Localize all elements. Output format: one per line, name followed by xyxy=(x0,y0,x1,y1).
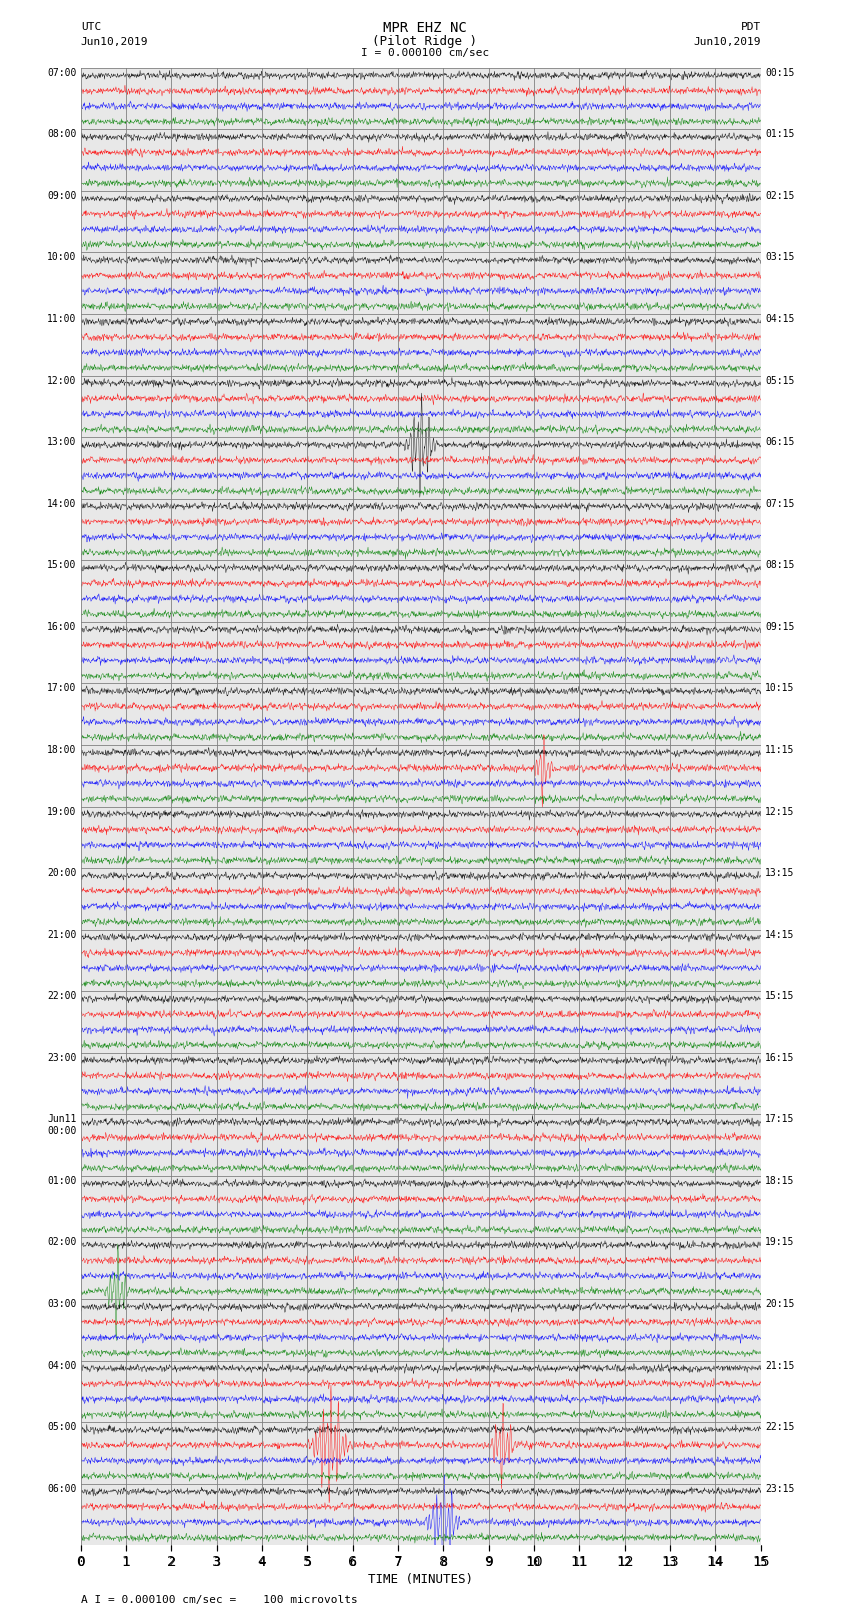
Text: 02:15: 02:15 xyxy=(765,190,795,202)
Text: I = 0.000100 cm/sec: I = 0.000100 cm/sec xyxy=(361,48,489,58)
Text: Jun11
00:00: Jun11 00:00 xyxy=(47,1115,76,1136)
Text: 04:15: 04:15 xyxy=(765,315,795,324)
Text: 09:00: 09:00 xyxy=(47,190,76,202)
Text: 11:15: 11:15 xyxy=(765,745,795,755)
Text: Jun10,2019: Jun10,2019 xyxy=(694,37,761,47)
Text: 03:00: 03:00 xyxy=(47,1298,76,1310)
Text: 17:15: 17:15 xyxy=(765,1115,795,1124)
Text: 18:15: 18:15 xyxy=(765,1176,795,1186)
Text: 15:00: 15:00 xyxy=(47,560,76,571)
Text: 17:00: 17:00 xyxy=(47,684,76,694)
Text: 04:00: 04:00 xyxy=(47,1361,76,1371)
Text: 15:15: 15:15 xyxy=(765,990,795,1002)
Text: 20:00: 20:00 xyxy=(47,868,76,877)
Text: 12:15: 12:15 xyxy=(765,806,795,816)
Text: 02:00: 02:00 xyxy=(47,1237,76,1247)
Text: 18:00: 18:00 xyxy=(47,745,76,755)
Text: 16:00: 16:00 xyxy=(47,621,76,632)
Text: 05:15: 05:15 xyxy=(765,376,795,386)
Text: 11:00: 11:00 xyxy=(47,315,76,324)
Text: 21:15: 21:15 xyxy=(765,1361,795,1371)
Text: 22:15: 22:15 xyxy=(765,1423,795,1432)
Text: 10:00: 10:00 xyxy=(47,253,76,263)
Text: 08:00: 08:00 xyxy=(47,129,76,139)
Text: 09:15: 09:15 xyxy=(765,621,795,632)
Text: 01:15: 01:15 xyxy=(765,129,795,139)
Text: MPR EHZ NC: MPR EHZ NC xyxy=(383,21,467,35)
Text: PDT: PDT xyxy=(740,23,761,32)
Text: 20:15: 20:15 xyxy=(765,1298,795,1310)
Text: 22:00: 22:00 xyxy=(47,990,76,1002)
Text: 14:00: 14:00 xyxy=(47,498,76,508)
Text: Jun10,2019: Jun10,2019 xyxy=(81,37,148,47)
X-axis label: TIME (MINUTES): TIME (MINUTES) xyxy=(368,1573,473,1586)
Text: 08:15: 08:15 xyxy=(765,560,795,571)
Text: 05:00: 05:00 xyxy=(47,1423,76,1432)
Text: 06:15: 06:15 xyxy=(765,437,795,447)
Text: 03:15: 03:15 xyxy=(765,253,795,263)
Text: 16:15: 16:15 xyxy=(765,1053,795,1063)
Text: 21:00: 21:00 xyxy=(47,929,76,940)
Text: 19:00: 19:00 xyxy=(47,806,76,816)
Text: 00:15: 00:15 xyxy=(765,68,795,77)
Text: (Pilot Ridge ): (Pilot Ridge ) xyxy=(372,35,478,48)
Text: 10:15: 10:15 xyxy=(765,684,795,694)
Text: 13:15: 13:15 xyxy=(765,868,795,877)
Text: 23:00: 23:00 xyxy=(47,1053,76,1063)
Text: 12:00: 12:00 xyxy=(47,376,76,386)
Text: 07:15: 07:15 xyxy=(765,498,795,508)
Text: UTC: UTC xyxy=(81,23,101,32)
Text: 06:00: 06:00 xyxy=(47,1484,76,1494)
Text: 14:15: 14:15 xyxy=(765,929,795,940)
Text: 01:00: 01:00 xyxy=(47,1176,76,1186)
Text: 13:00: 13:00 xyxy=(47,437,76,447)
Text: 19:15: 19:15 xyxy=(765,1237,795,1247)
Text: 07:00: 07:00 xyxy=(47,68,76,77)
Text: A I = 0.000100 cm/sec =    100 microvolts: A I = 0.000100 cm/sec = 100 microvolts xyxy=(81,1595,358,1605)
Text: 23:15: 23:15 xyxy=(765,1484,795,1494)
